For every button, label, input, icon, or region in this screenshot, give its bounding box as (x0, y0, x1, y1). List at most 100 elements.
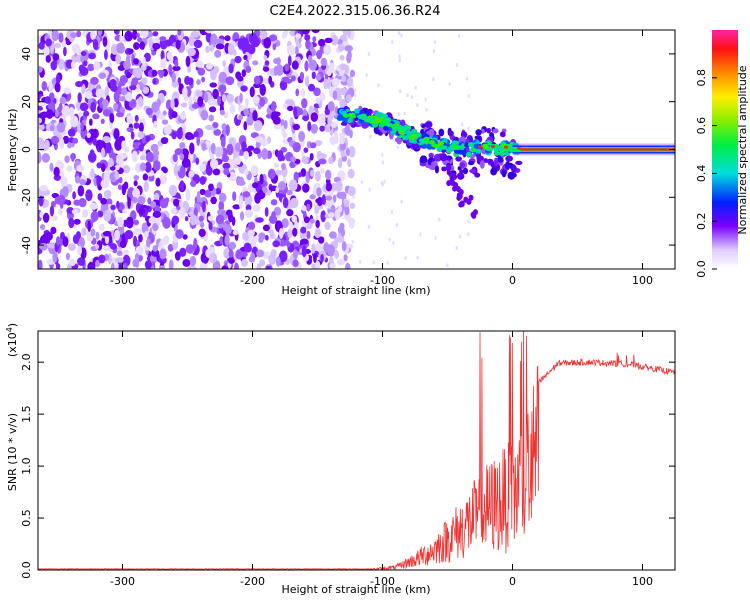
heatmap-cell (143, 180, 149, 192)
heatmap-cell (59, 96, 67, 105)
heatmap-cell (172, 153, 178, 163)
heatmap-cell (90, 168, 95, 178)
snr-x-label: Height of straight line (km) (281, 583, 430, 596)
heatmap-cell (49, 162, 54, 172)
heatmap-cell (462, 167, 469, 175)
heatmap-cell (275, 256, 281, 267)
heatmap-cell (428, 152, 434, 159)
heatmap-cell (82, 208, 89, 218)
heatmap-cell (306, 230, 311, 240)
heatmap-cell (73, 218, 81, 225)
heatmap-cell (311, 30, 320, 34)
heatmap-cell (180, 111, 187, 120)
heatmap-cell (123, 60, 131, 70)
spectrogram-y-tick-label: 40 (20, 47, 33, 61)
heatmap-cell (398, 54, 401, 59)
heatmap-cell (265, 234, 269, 241)
heatmap-cell (55, 236, 61, 246)
heatmap-cell (210, 33, 218, 46)
heatmap-cell (67, 243, 76, 251)
heatmap-cell (214, 49, 222, 58)
heatmap-cell (284, 63, 290, 72)
heatmap-cell (252, 60, 259, 66)
heatmap-cell (311, 243, 316, 254)
heatmap-cell (339, 54, 345, 61)
heatmap-cell (130, 131, 135, 140)
heatmap-cell (225, 76, 235, 86)
heatmap-cell (315, 219, 320, 229)
heatmap-cell (467, 142, 474, 148)
heatmap-cell (458, 234, 462, 239)
heatmap-cell (174, 59, 179, 68)
heatmap-cell (392, 240, 395, 245)
heatmap-cell (243, 54, 248, 61)
heatmap-cell (259, 173, 264, 185)
heatmap-cell (244, 209, 254, 218)
heatmap-cell (198, 215, 204, 222)
heatmap-cell (354, 93, 357, 98)
heatmap-cell (354, 108, 361, 114)
heatmap-cell (243, 121, 248, 131)
heatmap-cell (349, 69, 356, 78)
heatmap-cell (109, 78, 117, 88)
heatmap-cell (153, 193, 160, 200)
heatmap-cell (341, 241, 347, 252)
heatmap-cell (133, 174, 140, 181)
heatmap-cell (223, 247, 231, 259)
snr-x-ticks: -300 -200 -100 0 100 (110, 331, 653, 588)
heatmap-cell (437, 141, 444, 146)
heatmap-cell (457, 193, 463, 200)
heatmap-cell (282, 196, 289, 209)
heatmap-cell (77, 123, 82, 134)
heatmap-cell (493, 157, 499, 166)
heatmap-cell (118, 96, 128, 102)
heatmap-cell (315, 97, 321, 104)
spectrogram-x-tick-label: -300 (110, 274, 135, 287)
heatmap-cell (205, 45, 210, 54)
heatmap-cell (268, 254, 277, 266)
heatmap-cell (259, 83, 266, 96)
heatmap-cell (171, 72, 176, 83)
heatmap-cell (455, 156, 462, 162)
heatmap-cell (292, 227, 298, 237)
heatmap-cell (313, 252, 317, 264)
heatmap-cell (243, 108, 250, 117)
heatmap-cell (144, 260, 153, 269)
heatmap-cell (304, 34, 311, 41)
heatmap-cell (143, 230, 149, 239)
heatmap-cell (309, 152, 314, 161)
heatmap-cell (275, 169, 283, 176)
snr-series-line (38, 331, 675, 570)
heatmap-cell (58, 102, 63, 112)
heatmap-cell (293, 106, 298, 118)
heatmap-cell (406, 130, 413, 136)
snr-y-label: SNR (10 * v/v) (6, 413, 19, 491)
heatmap-cell (160, 50, 165, 61)
heatmap-cell (201, 142, 207, 152)
heatmap-cell (469, 169, 477, 174)
heatmap-cell (75, 80, 83, 88)
heatmap-cell (51, 60, 58, 66)
heatmap-cell (90, 30, 96, 40)
heatmap-cell (152, 244, 158, 252)
heatmap-cell (493, 150, 500, 156)
heatmap-cell (450, 180, 456, 187)
heatmap-cell (241, 69, 247, 78)
heatmap-cell (45, 38, 53, 47)
heatmap-cell (179, 153, 185, 161)
heatmap-cell (425, 122, 433, 128)
heatmap-cell (155, 177, 161, 187)
heatmap-cell (68, 258, 76, 267)
heatmap-cell (125, 92, 133, 102)
heatmap-cell (224, 234, 230, 246)
heatmap-cell (81, 83, 86, 94)
heatmap-cell (467, 219, 470, 224)
heatmap-cell (191, 103, 200, 109)
heatmap-cell (398, 112, 401, 117)
heatmap-cell (505, 161, 511, 170)
spectrogram-y-tick-label: 20 (20, 95, 33, 109)
heatmap-cell (258, 237, 264, 243)
heatmap-cell (330, 121, 338, 129)
heatmap-cell (245, 204, 252, 212)
heatmap-cell (367, 224, 371, 229)
